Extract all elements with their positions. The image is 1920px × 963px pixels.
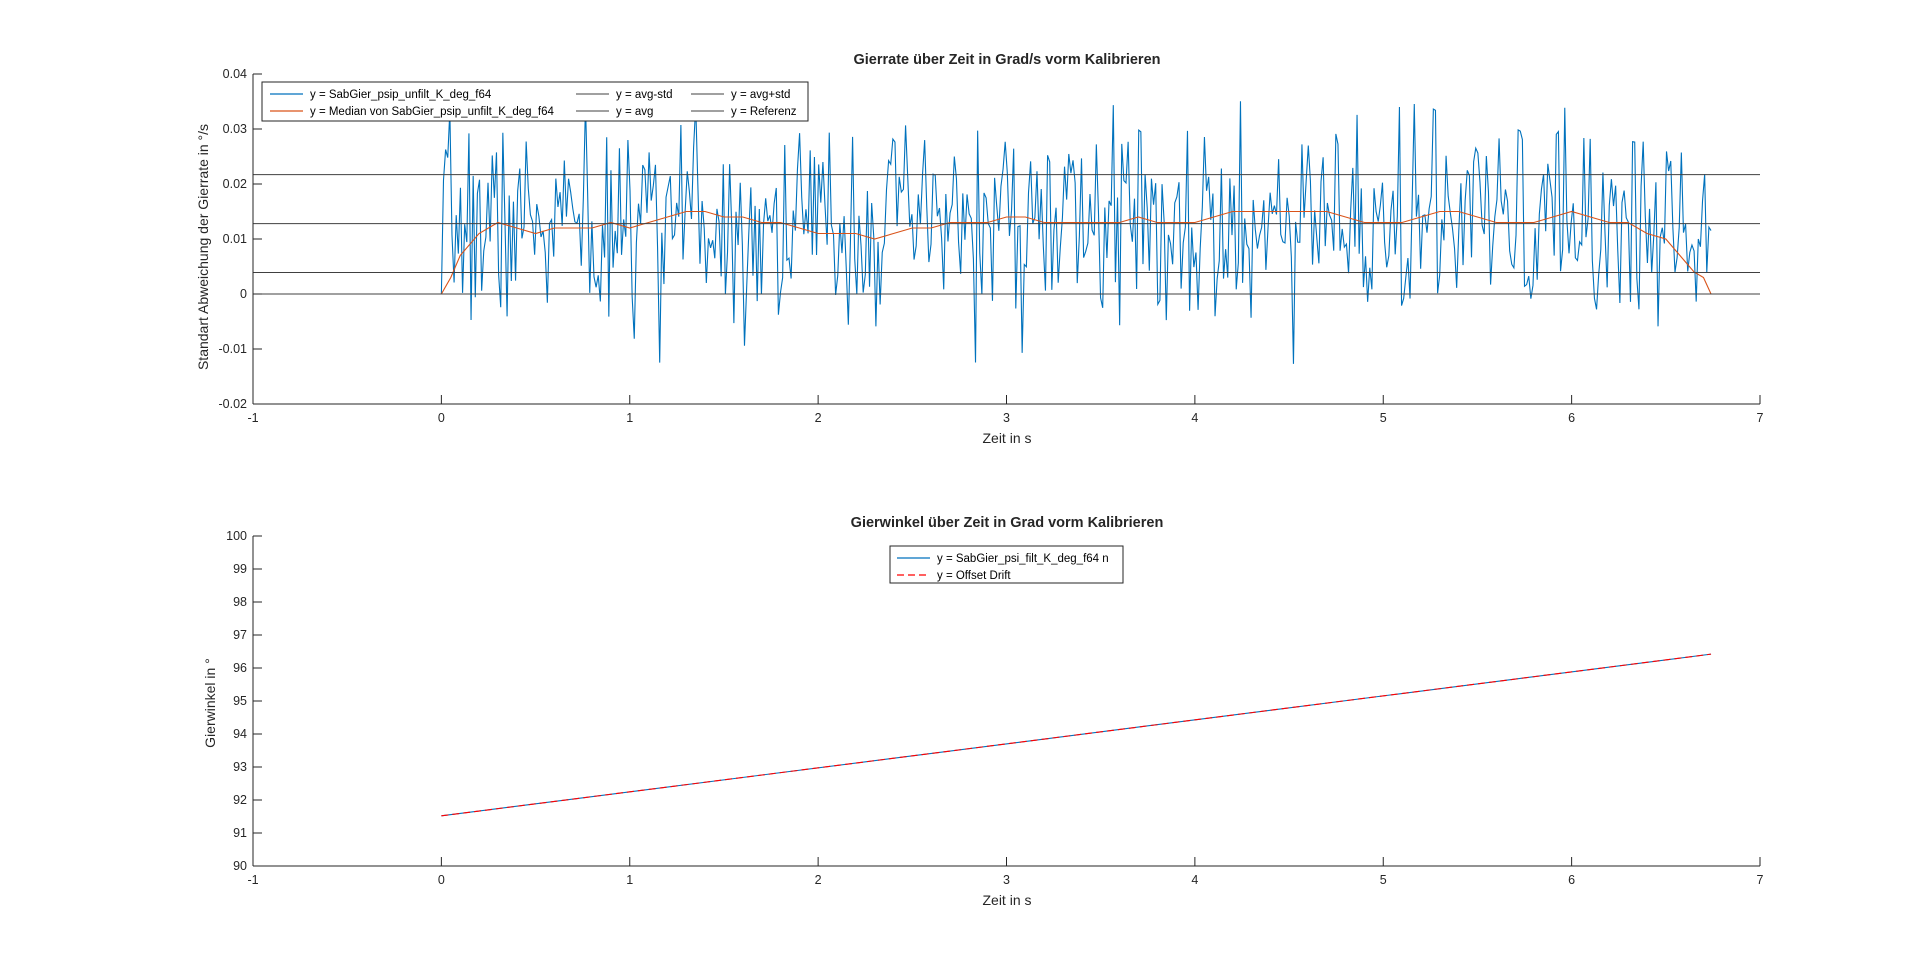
gierrate-y-label: Standart Abweichung der Gierrate in °/s xyxy=(195,124,211,370)
y-tick-label: 96 xyxy=(233,661,247,675)
gierwinkel-x-ticks: -1 0 1 2 3 4 5 6 7 xyxy=(247,857,1764,887)
y-tick-label: 94 xyxy=(233,727,247,741)
legend-label-raw: y = SabGier_psip_unfilt_K_deg_f64 xyxy=(310,89,492,101)
gierrate-title: Gierrate über Zeit in Grad/s vorm Kalibr… xyxy=(853,52,1160,68)
gierrate-series-layer xyxy=(253,101,1760,364)
x-tick-label: 3 xyxy=(1003,411,1010,425)
gierrate-x-ticks: -1 0 1 2 3 4 5 6 7 xyxy=(247,395,1764,425)
legend-label-avg-plus-std: y = avg+std xyxy=(731,89,790,101)
y-tick-label: 0.02 xyxy=(223,177,247,191)
series-line-0-0 xyxy=(440,101,1712,364)
y-tick-label: 92 xyxy=(233,793,247,807)
y-tick-label: -0.01 xyxy=(219,342,248,356)
y-tick-label: 90 xyxy=(233,859,247,873)
x-tick-label: 2 xyxy=(815,411,822,425)
y-tick-label: 98 xyxy=(233,595,247,609)
y-tick-label: 97 xyxy=(233,628,247,642)
x-tick-label: 7 xyxy=(1757,873,1764,887)
gierwinkel-y-label: Gierwinkel in ° xyxy=(202,658,218,748)
x-tick-label: -1 xyxy=(247,411,258,425)
legend-label-offset-drift: y = Offset Drift xyxy=(937,570,1011,582)
gierwinkel-legend[interactable]: y = SabGier_psi_filt_K_deg_f64 n y = Off… xyxy=(889,545,1124,584)
gierwinkel-series-layer xyxy=(441,653,1712,817)
x-tick-label: 4 xyxy=(1191,411,1198,425)
gierwinkel-y-ticks: 90 91 92 93 94 95 96 97 98 99 100 xyxy=(226,529,262,873)
gierwinkel-axes: Gierwinkel über Zeit in Grad vorm Kalibr… xyxy=(202,515,1764,908)
gierrate-axes: Gierrate über Zeit in Grad/s vorm Kalibr… xyxy=(195,52,1764,446)
y-tick-label: 0.03 xyxy=(223,122,247,136)
gierrate-legend[interactable]: y = SabGier_psip_unfilt_K_deg_f64 y = Me… xyxy=(261,81,809,122)
y-tick-label: 0.01 xyxy=(223,232,247,246)
y-tick-label: 95 xyxy=(233,694,247,708)
y-tick-label: 91 xyxy=(233,826,247,840)
legend-label-avg-std: y = avg-std xyxy=(616,89,673,101)
gierrate-legend-box xyxy=(261,81,809,122)
x-tick-label: 0 xyxy=(438,411,445,425)
x-tick-label: 0 xyxy=(438,873,445,887)
legend-label-psi: y = SabGier_psi_filt_K_deg_f64 n xyxy=(937,553,1109,565)
gierwinkel-title: Gierwinkel über Zeit in Grad vorm Kalibr… xyxy=(851,515,1164,531)
y-tick-label: 93 xyxy=(233,760,247,774)
y-tick-label: 0.04 xyxy=(223,67,247,81)
x-tick-label: 6 xyxy=(1568,411,1575,425)
y-tick-label: -0.02 xyxy=(219,397,248,411)
x-tick-label: 3 xyxy=(1003,873,1010,887)
y-tick-label: 100 xyxy=(226,529,247,543)
gierrate-x-label: Zeit in s xyxy=(982,430,1031,446)
y-tick-label: 99 xyxy=(233,562,247,576)
legend-label-referenz: y = Referenz xyxy=(731,106,797,118)
x-tick-label: 7 xyxy=(1757,411,1764,425)
x-tick-label: 5 xyxy=(1380,411,1387,425)
gierwinkel-x-label: Zeit in s xyxy=(982,892,1031,908)
x-tick-label: 1 xyxy=(626,411,633,425)
legend-label-avg: y = avg xyxy=(616,106,653,118)
x-tick-label: 5 xyxy=(1380,873,1387,887)
x-tick-label: 4 xyxy=(1191,873,1198,887)
x-tick-label: 6 xyxy=(1568,873,1575,887)
x-tick-label: 2 xyxy=(815,873,822,887)
x-tick-label: 1 xyxy=(626,873,633,887)
legend-label-median: y = Median von SabGier_psip_unfilt_K_deg… xyxy=(310,106,555,118)
x-tick-label: -1 xyxy=(247,873,258,887)
series-line-1-1 xyxy=(441,653,1712,817)
gierrate-y-ticks: -0.02 -0.01 0 0.01 0.02 0.03 0.04 xyxy=(219,67,262,411)
y-tick-label: 0 xyxy=(240,287,247,301)
gierwinkel-legend-box xyxy=(889,545,1124,584)
